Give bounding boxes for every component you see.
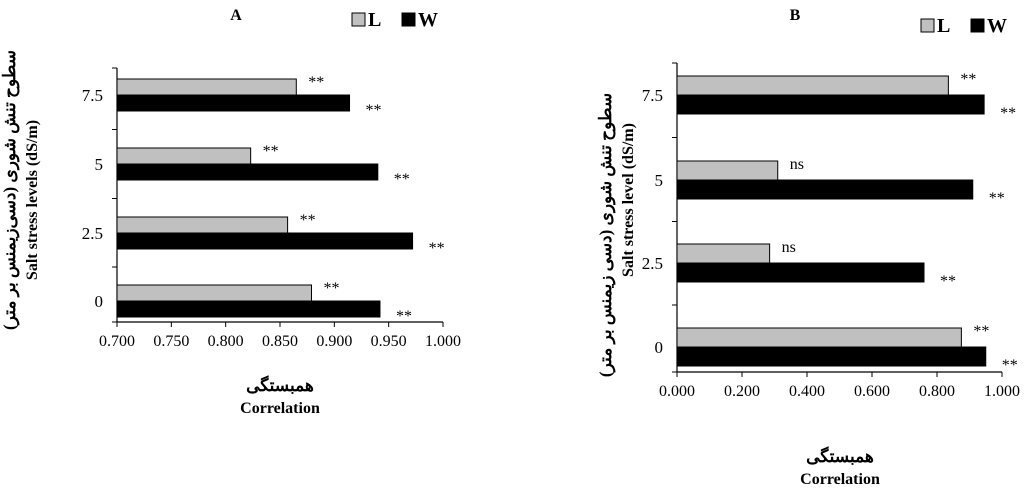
significance-label: ns: [790, 156, 804, 173]
x-axis-label: Correlation: [800, 471, 880, 488]
x-tick-label: 1.000: [425, 333, 461, 350]
x-axis-label: Correlation: [240, 400, 320, 417]
bar-w: [677, 347, 986, 366]
category-label: 2.5: [82, 224, 103, 243]
significance-label: **: [394, 171, 410, 188]
significance-label: ns: [782, 239, 796, 256]
bar-w: [677, 263, 924, 282]
bar-w: [677, 95, 984, 114]
category-label: 0: [95, 292, 104, 311]
x-tick-label: 0.800: [208, 333, 244, 350]
significance-label: **: [324, 280, 340, 297]
category-label: 5: [655, 171, 664, 190]
category-label: 7.5: [642, 86, 663, 105]
legend-label-w: W: [987, 15, 1007, 37]
legend-swatch-l: [352, 13, 365, 26]
x-tick-label: 0.600: [854, 383, 890, 400]
bar-l: [117, 285, 312, 301]
legend-label-l: L: [368, 9, 381, 31]
significance-label: **: [429, 240, 445, 257]
legend-label-l: L: [937, 15, 950, 37]
significance-label: **: [308, 74, 324, 91]
category-label: 7.5: [82, 86, 103, 105]
significance-label: **: [300, 212, 316, 229]
bar-w: [117, 95, 350, 111]
bar-l: [677, 244, 770, 263]
y-axis-label: Salt stress level (dS/m): [620, 123, 637, 277]
x-tick-label: 0.750: [153, 333, 189, 350]
bar-l: [117, 148, 251, 164]
category-label: 5: [95, 155, 104, 174]
x-axis-label-persian: همبستگی: [806, 446, 874, 466]
bar-l: [117, 79, 296, 95]
significance-label: **: [960, 71, 976, 88]
x-axis-label-persian: همبستگی: [246, 375, 314, 395]
bar-w: [117, 301, 380, 317]
panel-label: B: [790, 7, 801, 24]
category-label: 0: [655, 338, 664, 357]
y-axis-label: Salt stress levels (dS/m): [24, 120, 41, 280]
x-tick-label: 0.700: [99, 333, 135, 350]
y-axis-label-persian: سطوح تنش شوری (دسی زیمنس بر متر): [596, 93, 616, 377]
x-tick-label: 0.200: [724, 383, 760, 400]
significance-label: **: [989, 190, 1005, 207]
significance-label: **: [940, 273, 956, 290]
bar-l: [117, 217, 288, 233]
legend-swatch-l: [921, 19, 934, 32]
bar-w: [117, 164, 378, 180]
significance-label: **: [366, 102, 382, 119]
bar-w: [117, 233, 413, 249]
significance-label: **: [396, 308, 412, 325]
legend-label-w: W: [418, 9, 438, 31]
bar-w: [677, 180, 973, 199]
chart-panel-b: B L W0.000 0.200 0.400 0.600 0.800 1.00002.557.…: [596, 7, 1020, 488]
bar-l: [677, 76, 948, 95]
chart-panel-a: A L W0.700 0.750 0.800 0.850 0.900 0.950 1.00002…: [0, 7, 461, 417]
legend-swatch-w: [971, 19, 984, 32]
category-label: 2.5: [642, 254, 663, 273]
legend-swatch-w: [402, 13, 415, 26]
x-tick-label: 0.800: [919, 383, 955, 400]
significance-label: **: [263, 143, 279, 160]
bar-l: [677, 161, 778, 180]
x-tick-label: 1.000: [984, 383, 1020, 400]
x-tick-label: 0.850: [262, 333, 298, 350]
panel-label: A: [230, 7, 242, 24]
y-axis-label-persian: سطوح تنش شوری (دسی‌زیمنس بر متر): [0, 50, 20, 330]
significance-label: **: [1002, 357, 1018, 374]
bar-l: [677, 328, 961, 347]
significance-label: **: [973, 323, 989, 340]
x-tick-label: 0.950: [371, 333, 407, 350]
x-tick-label: 0.000: [659, 383, 695, 400]
x-tick-label: 0.900: [316, 333, 352, 350]
significance-label: **: [1000, 105, 1016, 122]
x-tick-label: 0.400: [789, 383, 825, 400]
